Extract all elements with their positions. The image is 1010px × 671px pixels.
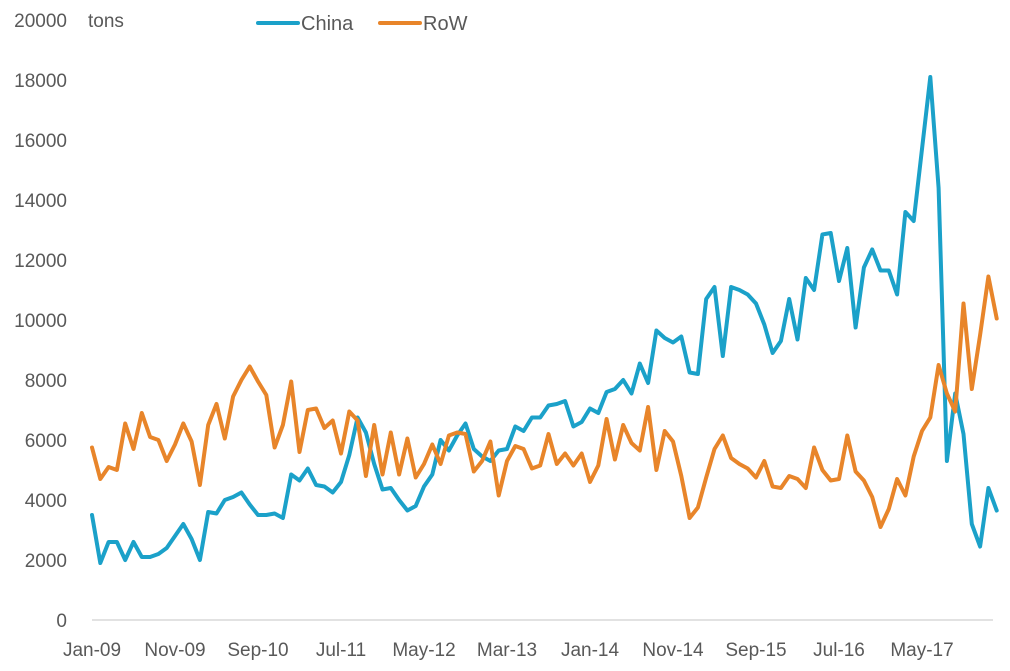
x-tick-label: May-12 <box>392 640 455 661</box>
series-line-china <box>90 75 999 565</box>
x-tick-label: Jul-11 <box>316 640 366 661</box>
x-tick-label: Sep-10 <box>227 640 288 661</box>
x-tick-label: Sep-15 <box>725 640 786 661</box>
x-tick-label: Mar-13 <box>477 640 537 661</box>
y-tick-label: 0 <box>56 611 67 632</box>
x-axis: Jan-09 Nov-09 Sep-10 Jul-11 May-12 Mar-13 Jan-… <box>63 640 954 661</box>
x-tick-label: Jan-14 <box>561 640 620 661</box>
series-line-row <box>90 274 999 529</box>
legend: China RoW <box>256 13 468 35</box>
x-tick-label: Nov-09 <box>144 640 205 661</box>
legend-label-china: China <box>301 13 354 35</box>
y-tick-label: 6000 <box>25 431 67 452</box>
y-tick-label: 2000 <box>25 551 67 572</box>
x-tick-label: Nov-14 <box>642 640 704 661</box>
series-layer <box>90 75 999 565</box>
y-tick-label: 12000 <box>14 251 67 272</box>
legend-label-row: RoW <box>423 13 468 35</box>
y-tick-label: 4000 <box>25 491 67 512</box>
x-tick-label: Jan-09 <box>63 640 121 661</box>
y-tick-label: 20000 <box>14 11 67 32</box>
x-tick-label: May-17 <box>890 640 953 661</box>
y-tick-label: 16000 <box>14 131 67 152</box>
y-tick-label: 18000 <box>14 71 67 92</box>
x-tick-label: Jul-16 <box>813 640 865 661</box>
y-axis: 0 2000 4000 6000 8000 10000 12000 14000 16000 180… <box>14 11 67 632</box>
y-tick-label: 10000 <box>14 311 67 332</box>
y-tick-label: 8000 <box>25 371 67 392</box>
y-axis-unit-label: tons <box>88 11 124 32</box>
y-tick-label: 14000 <box>14 191 67 212</box>
